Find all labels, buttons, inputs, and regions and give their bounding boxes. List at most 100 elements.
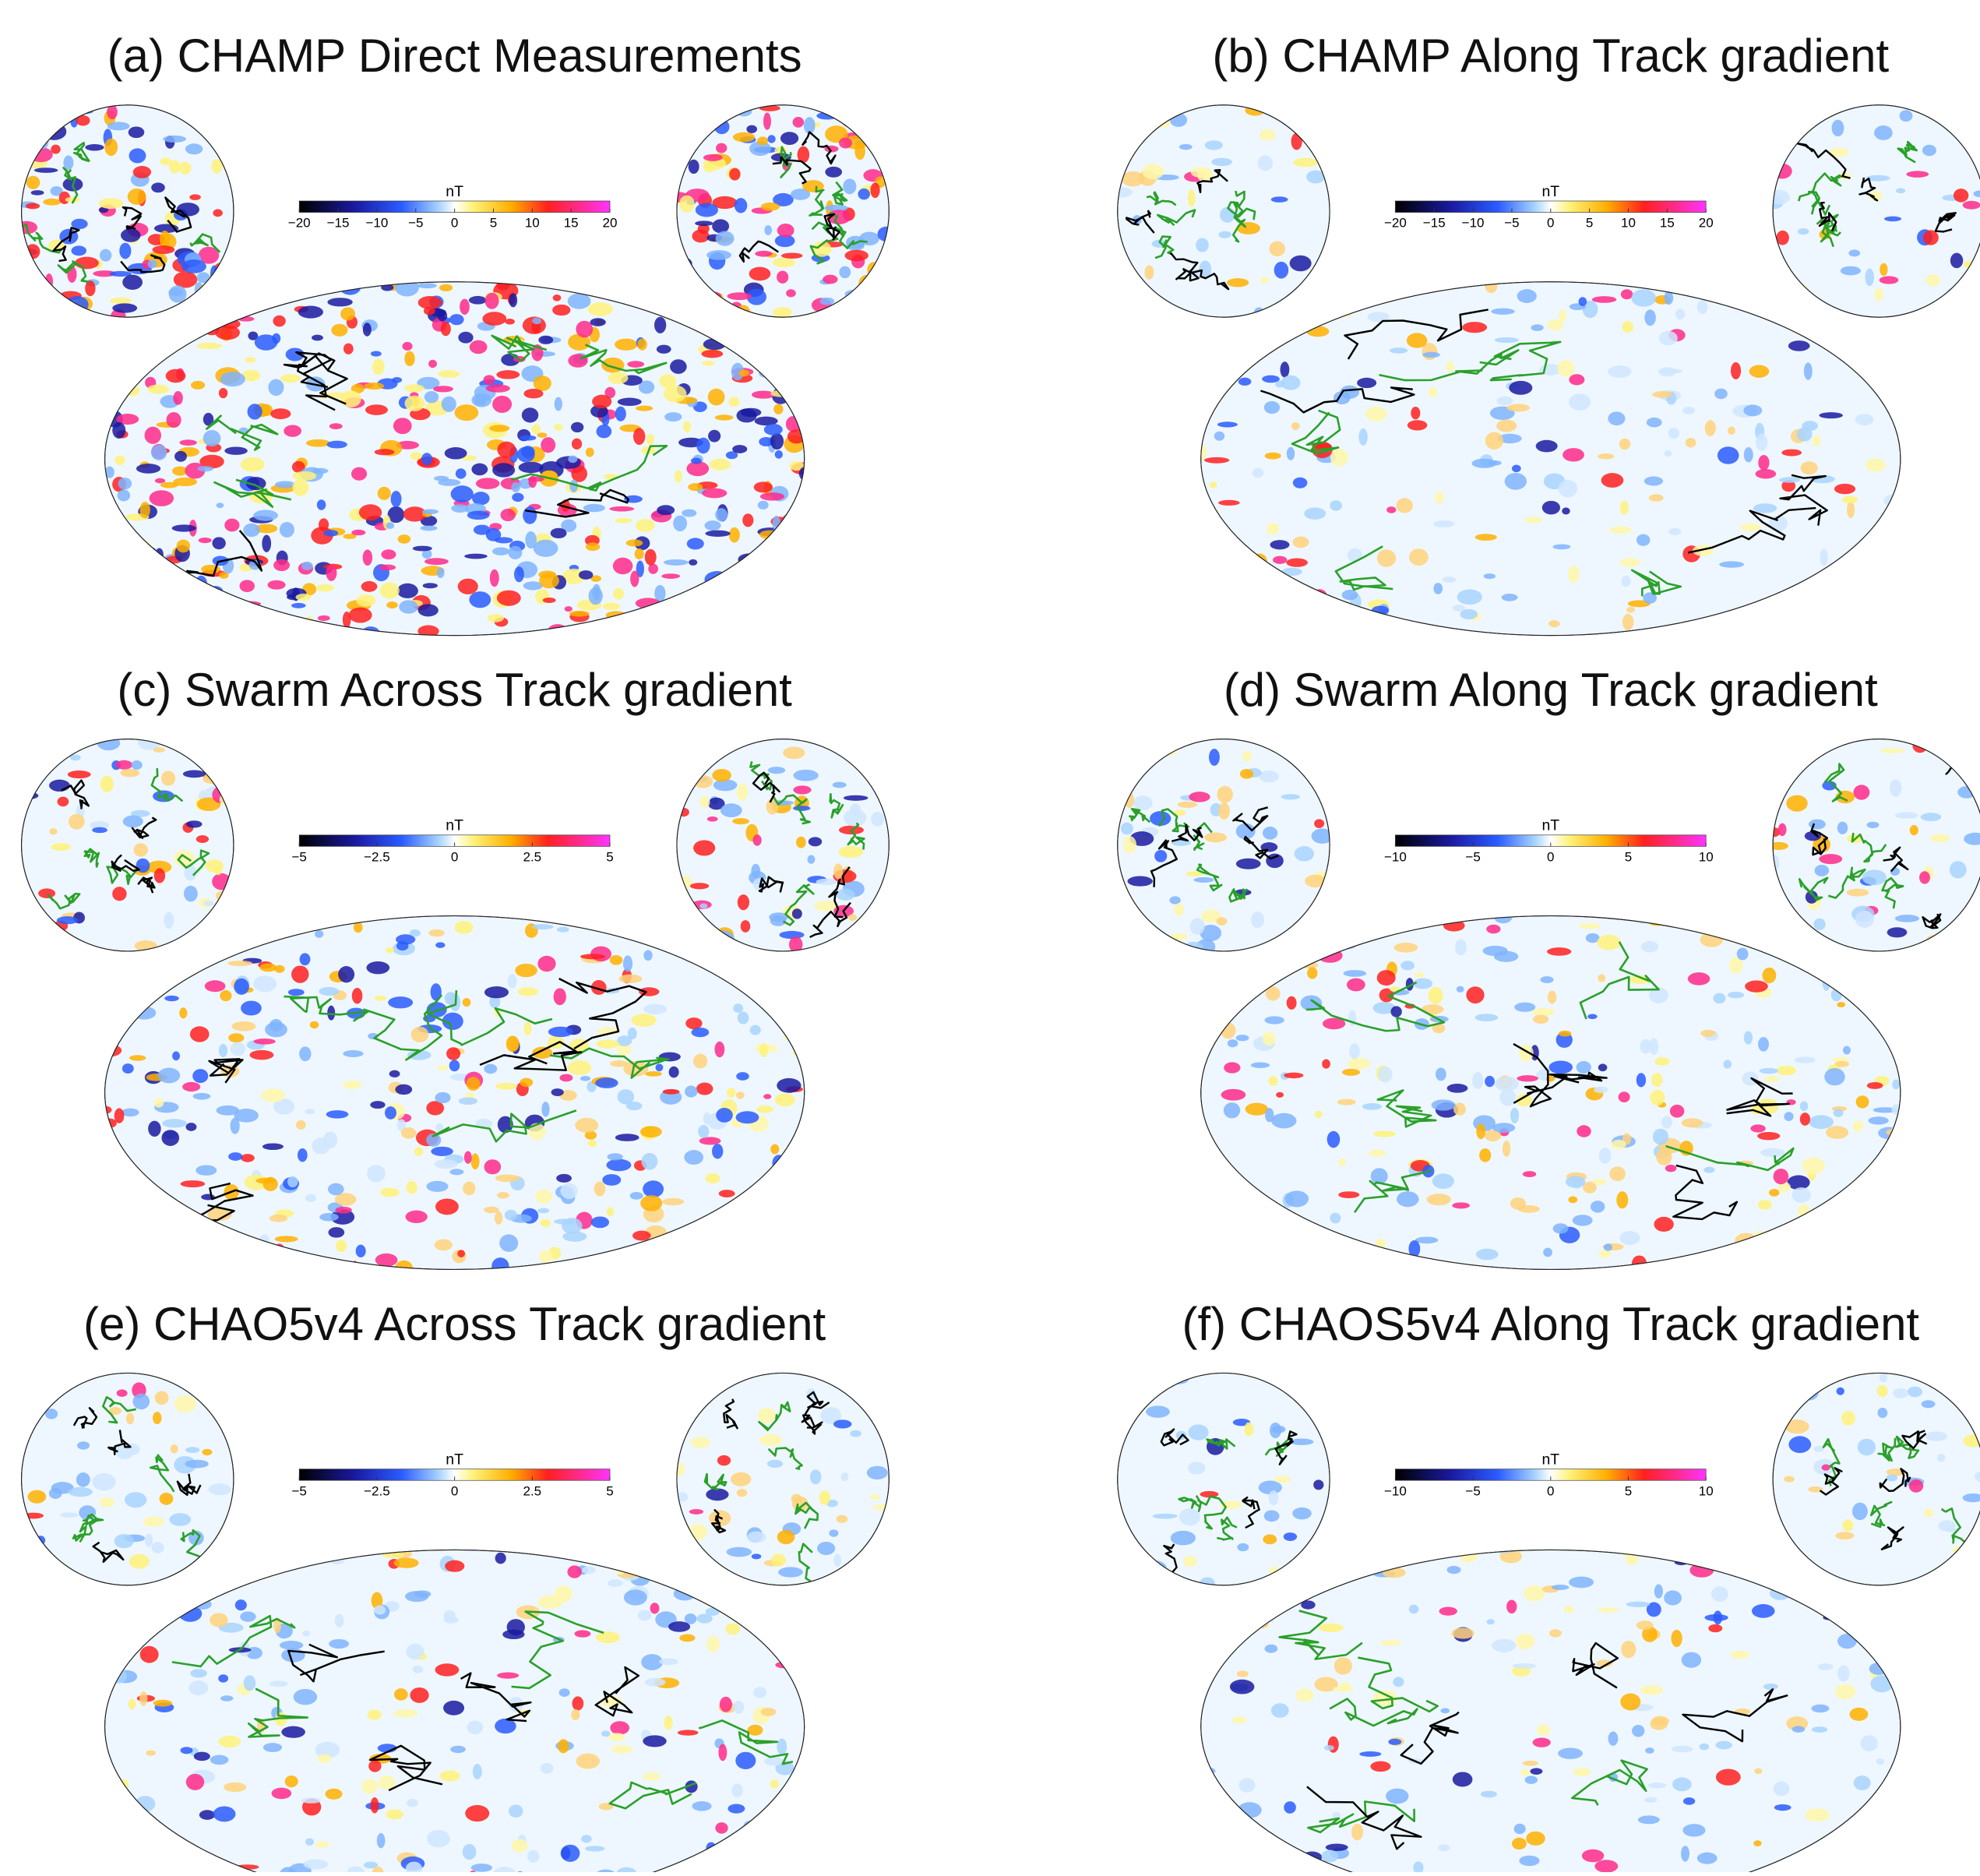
anomaly — [1232, 1716, 1247, 1723]
anomaly — [1894, 1032, 1907, 1038]
anomaly — [710, 459, 731, 471]
anomaly — [365, 404, 388, 415]
anomaly — [764, 1757, 784, 1765]
anomaly — [790, 320, 809, 333]
anomaly — [874, 895, 888, 912]
anomaly — [615, 339, 638, 351]
anomaly — [816, 879, 837, 885]
anomaly — [175, 947, 199, 954]
anomaly — [16, 916, 35, 933]
anomaly — [761, 203, 780, 211]
anomaly — [1289, 1856, 1314, 1866]
panel: (a) CHAMP Direct MeasurementsnT−20−15−10… — [14, 30, 895, 640]
anomaly — [1805, 1808, 1830, 1821]
anomaly — [1519, 1045, 1534, 1062]
anomaly — [523, 506, 537, 524]
colorbar-tick-label: −20 — [1384, 216, 1407, 231]
anomaly — [814, 901, 837, 912]
anomaly — [615, 1134, 639, 1141]
anomaly — [1242, 1594, 1255, 1608]
anomaly — [1127, 876, 1152, 887]
anomaly — [538, 336, 553, 344]
anomaly — [684, 1553, 692, 1569]
anomaly — [682, 510, 696, 517]
anomaly — [1708, 1624, 1722, 1632]
anomaly — [275, 1236, 298, 1242]
anomaly — [1204, 457, 1229, 464]
anomaly — [199, 538, 212, 543]
anomaly — [425, 391, 439, 403]
anomaly — [431, 1147, 453, 1156]
anomaly — [532, 318, 541, 325]
anomaly — [1852, 351, 1863, 363]
anomaly — [118, 1617, 130, 1627]
anomaly — [323, 530, 338, 537]
anomaly — [469, 296, 487, 305]
anomaly — [1313, 1479, 1323, 1490]
anomaly — [1306, 1240, 1319, 1253]
anomaly — [1351, 1824, 1363, 1841]
anomaly — [592, 395, 611, 408]
anomaly — [132, 1863, 153, 1872]
anomaly — [1233, 1591, 1254, 1607]
anomaly — [596, 1631, 620, 1643]
anomaly — [181, 1180, 206, 1187]
anomaly — [378, 1776, 395, 1790]
anomaly — [524, 1021, 532, 1035]
anomaly — [388, 996, 413, 1008]
anomaly — [1216, 1154, 1224, 1171]
anomaly — [679, 1634, 695, 1642]
anomaly — [1842, 1519, 1853, 1532]
anomaly — [729, 168, 740, 181]
anomaly — [838, 846, 863, 858]
anomaly — [1170, 933, 1188, 940]
anomaly — [1786, 795, 1807, 812]
anomaly — [1281, 361, 1290, 378]
anomaly — [1170, 309, 1182, 320]
anomaly — [1776, 742, 1790, 751]
anomaly — [1436, 277, 1452, 291]
anomaly — [586, 542, 600, 551]
anomaly — [17, 128, 26, 133]
anomaly — [253, 510, 278, 521]
anomaly — [777, 988, 798, 1005]
anomaly — [1700, 933, 1723, 947]
anomaly — [1579, 923, 1601, 929]
anomaly — [664, 385, 686, 402]
anomaly — [455, 404, 479, 421]
anomaly — [38, 888, 55, 898]
anomaly — [733, 1003, 743, 1013]
anomaly — [1319, 1624, 1344, 1632]
anomaly — [102, 534, 125, 548]
anomaly — [1654, 1057, 1669, 1066]
anomaly — [1451, 1627, 1474, 1638]
anomaly — [495, 1211, 502, 1225]
anomaly — [1650, 1090, 1665, 1106]
anomaly — [192, 302, 213, 316]
anomaly — [798, 1605, 806, 1615]
anomaly — [1598, 1063, 1608, 1071]
anomaly — [567, 1060, 591, 1075]
anomaly — [729, 527, 740, 543]
anomaly — [870, 933, 878, 943]
anomaly — [456, 468, 467, 478]
anomaly — [1342, 1069, 1360, 1076]
anomaly — [1855, 911, 1874, 928]
anomaly — [707, 816, 718, 822]
anomaly — [471, 1153, 480, 1169]
anomaly — [1779, 477, 1800, 482]
anomaly — [1661, 1116, 1672, 1128]
anomaly — [506, 1035, 520, 1052]
anomaly — [386, 1809, 403, 1819]
anomaly — [51, 843, 71, 851]
anomaly — [1338, 1191, 1359, 1198]
anomaly — [1126, 1370, 1136, 1386]
anomaly — [152, 1209, 160, 1220]
anomaly — [1971, 115, 1980, 129]
anomaly — [1711, 1586, 1728, 1602]
anomaly — [705, 531, 730, 537]
anomaly — [831, 944, 847, 950]
anomaly — [1798, 228, 1809, 235]
anomaly — [1963, 201, 1980, 210]
anomaly — [1834, 1109, 1844, 1117]
